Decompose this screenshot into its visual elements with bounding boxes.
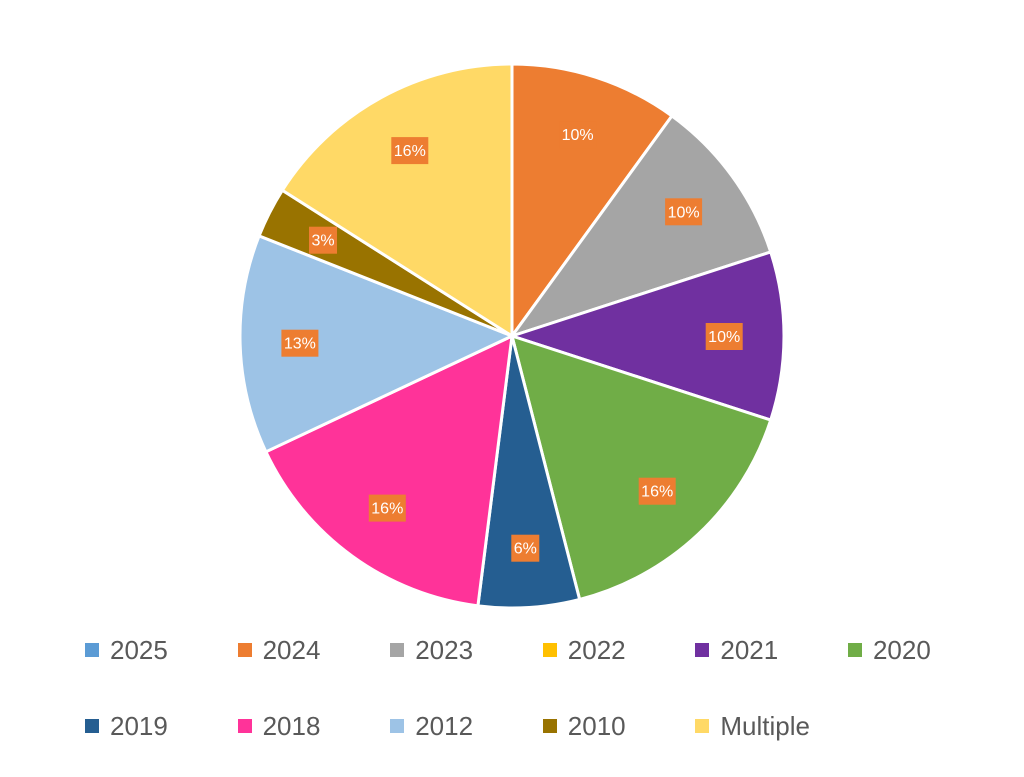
- pie-slice-2023: [508, 113, 773, 339]
- data-label-2010: 3%: [309, 226, 337, 254]
- data-label-box: [665, 198, 703, 226]
- data-label-box: [705, 323, 743, 350]
- legend-label: 2010: [567, 710, 626, 741]
- legend-item-2021: 2021: [695, 635, 848, 666]
- legend-row: 2025 2024 2023 2022 2021 2020: [85, 628, 985, 672]
- legend-item-2024: 2024: [237, 634, 391, 666]
- data-label-text: 10%: [562, 127, 594, 144]
- legend-label: 2018: [262, 710, 321, 741]
- legend-swatch: [542, 643, 557, 657]
- legend-label: Multiple: [720, 710, 810, 741]
- legend-item-2022: 2022: [542, 634, 696, 666]
- data-label-box: [559, 121, 597, 149]
- legend-item-multiple: Multiple: [695, 711, 848, 742]
- pie-slice-2021: [507, 250, 786, 422]
- data-label-box: [309, 226, 337, 254]
- legend-label: 2021: [720, 634, 779, 665]
- pie-slice-2012: [238, 233, 516, 454]
- data-label-box: [511, 534, 540, 562]
- legend-item-2012: 2012: [390, 711, 543, 742]
- legend-item-2023: 2023: [390, 635, 543, 666]
- data-label-2023: 10%: [665, 198, 703, 226]
- data-label-text: 16%: [641, 484, 673, 501]
- legend: 2025 2024 2023 2022 2021 2020 2019 2018 …: [85, 628, 985, 748]
- data-label-text: 13%: [284, 336, 316, 353]
- legend-label: 2019: [110, 710, 168, 741]
- data-label-text: 3%: [311, 233, 334, 250]
- legend-swatch: [695, 643, 710, 657]
- data-label-2012: 13%: [281, 329, 319, 357]
- legend-label: 2012: [415, 710, 474, 741]
- legend-swatch: [390, 719, 405, 733]
- legend-swatch: [847, 643, 862, 657]
- data-label-box: [391, 137, 429, 165]
- legend-swatch: [237, 719, 252, 733]
- data-label-2018: 16%: [368, 494, 406, 522]
- data-label-2019: 6%: [511, 534, 540, 562]
- legend-label: 2020: [872, 634, 931, 665]
- legend-item-2018: 2018: [237, 710, 391, 742]
- legend-swatch: [695, 719, 710, 733]
- data-label-text: 10%: [708, 329, 740, 346]
- data-label-box: [281, 329, 319, 357]
- data-label-2020: 16%: [638, 477, 676, 505]
- legend-item-2025: 2025: [85, 635, 238, 666]
- legend-item-2019: 2019: [85, 711, 238, 742]
- pie-slices: [238, 62, 786, 610]
- legend-swatch: [85, 643, 99, 657]
- legend-swatch: [542, 719, 557, 733]
- pie-slice-multiple: [280, 62, 514, 339]
- data-label-text: 16%: [371, 501, 403, 518]
- pie-slice-2018: [263, 333, 514, 608]
- legend-item-2020: 2020: [847, 634, 1001, 666]
- data-label-text: 10%: [668, 204, 700, 221]
- data-label-2021: 10%: [705, 323, 743, 350]
- data-label-text: 16%: [394, 143, 426, 160]
- legend-label: 2025: [110, 634, 168, 665]
- data-label-box: [638, 477, 676, 505]
- legend-label: 2022: [567, 634, 626, 665]
- legend-label: 2023: [415, 634, 474, 665]
- legend-row: 2019 2018 2012 2010 Multiple: [85, 704, 985, 748]
- pie-slice-2024: [510, 62, 674, 341]
- legend-swatch: [85, 719, 99, 733]
- pie-slice-2020: [509, 333, 773, 602]
- data-label-2024: 10%: [559, 121, 597, 149]
- data-label-text: 6%: [514, 541, 537, 558]
- legend-swatch: [390, 643, 405, 657]
- data-label-box: [368, 494, 406, 522]
- legend-item-2010: 2010: [542, 710, 696, 742]
- legend-label: 2024: [262, 634, 321, 665]
- legend-swatch: [237, 643, 252, 657]
- data-label-multiple: 16%: [391, 137, 429, 165]
- pie-data-labels: 10% 10% 10% 16% 6% 16% 13% 3% 16%: [281, 121, 743, 562]
